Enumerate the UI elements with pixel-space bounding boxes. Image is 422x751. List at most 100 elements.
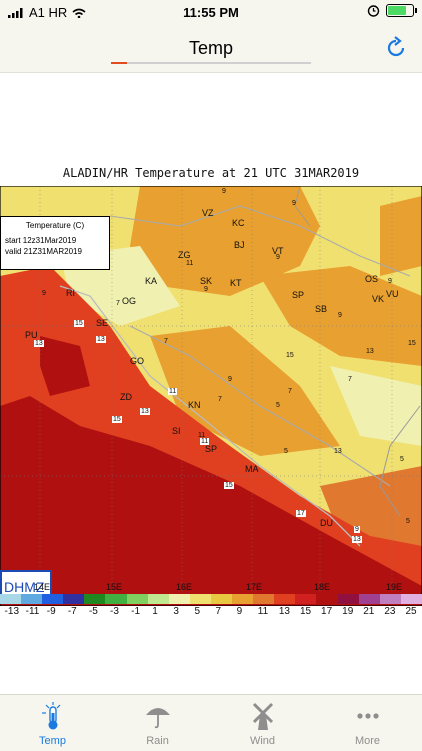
temp-value: 9 — [292, 200, 296, 207]
legend-color-swatch — [126, 594, 148, 604]
legend-color-swatch — [147, 594, 169, 604]
longitude-label: 18E — [314, 582, 331, 592]
legend-tick-label: 17 — [321, 606, 333, 617]
city-label: SB — [315, 304, 328, 314]
map-info-box: Temperature (C) start 12z31Mar2019 valid… — [0, 216, 110, 270]
city-label: OG — [122, 296, 137, 306]
umbrella-icon — [146, 708, 170, 729]
legend-color-swatch — [232, 594, 254, 604]
legend-color-swatch — [316, 594, 338, 604]
temp-value: 5 — [400, 456, 404, 463]
legend-tick-label: 23 — [384, 606, 396, 617]
legend-tick-label: 21 — [363, 606, 375, 617]
tab-temp[interactable]: Temp — [0, 695, 105, 751]
tab-label: Rain — [146, 735, 169, 747]
temp-value: 9 — [388, 278, 392, 285]
refresh-icon[interactable] — [384, 36, 408, 60]
legend-color-swatch — [274, 594, 296, 604]
temp-value: 9 — [276, 254, 280, 261]
city-label: VT — [272, 246, 284, 256]
city-label: RI — [66, 288, 75, 298]
battery-icon — [386, 4, 417, 17]
legend-color-swatch — [210, 594, 233, 604]
city-label: DU — [320, 518, 333, 528]
temp-value: 7 — [218, 396, 222, 403]
city-label: GO — [130, 356, 145, 366]
legend-color-swatch — [189, 594, 211, 604]
longitude-label: 16E — [176, 582, 193, 592]
wifi-icon — [72, 8, 86, 18]
legend-tick-label: 5 — [194, 606, 200, 617]
city-label: SI — [172, 426, 181, 436]
tab-label: Wind — [249, 735, 276, 747]
temp-value: 9 — [204, 286, 208, 293]
legend-color-swatch — [0, 594, 22, 604]
legend-tick-label: -11 — [25, 606, 40, 617]
legend-tick-label: 15 — [299, 606, 312, 617]
info-label: Temperature (C) — [25, 221, 85, 230]
thermometer-icon — [42, 702, 61, 730]
alarm-icon — [367, 5, 380, 17]
city-label: KC — [232, 218, 245, 228]
tab-wind[interactable]: Wind — [210, 695, 315, 751]
city-label: MA — [245, 464, 259, 474]
carrier-label: A1 HR — [29, 5, 68, 20]
temp-value: 9 — [338, 312, 342, 319]
color-legend-bar — [0, 594, 422, 604]
temp-value-boxed: 13 — [352, 536, 362, 543]
legend-color-swatch — [379, 594, 401, 604]
load-progress-bar — [111, 62, 311, 64]
legend-tick-label: -1 — [131, 606, 141, 617]
city-label: BJ — [234, 240, 245, 250]
city-label: KA — [145, 276, 158, 286]
legend-color-swatch — [105, 594, 127, 604]
temp-value: 15 — [286, 352, 294, 359]
temp-value-boxed: 11 — [200, 438, 210, 445]
legend-color-swatch — [337, 594, 359, 604]
legend-tick-label: -7 — [67, 606, 77, 617]
temp-value: 9 — [228, 376, 232, 383]
temp-value: 9 — [42, 290, 46, 297]
legend-tick-label: 11 — [257, 606, 269, 617]
tab-rain[interactable]: Rain — [105, 695, 210, 751]
city-label: SK — [200, 276, 213, 286]
forecast-map-area: ALADIN/HR Temperature at 21 UTC 31MAR201… — [0, 160, 422, 620]
navigation-bar: Temp — [0, 26, 422, 73]
signal-icon — [8, 7, 23, 18]
legend-tick-label: 1 — [152, 606, 158, 617]
city-label: ZG — [178, 250, 191, 260]
city-label: KT — [230, 278, 242, 288]
city-label: SP — [292, 290, 305, 300]
tab-label: Temp — [39, 735, 66, 747]
more-dots-icon — [357, 713, 379, 719]
legend-color-swatch — [84, 594, 106, 604]
carrier-group: A1 HR — [8, 5, 86, 20]
longitude-label: 14E — [34, 582, 51, 592]
temp-value: 7 — [116, 300, 120, 307]
temp-value: 5 — [284, 448, 288, 455]
city-label: OS — [365, 274, 379, 284]
temp-value: 11 — [186, 260, 194, 267]
legend-color-swatch — [295, 594, 317, 604]
temp-value: 7 — [288, 388, 292, 395]
status-time: 11:55 PM — [183, 5, 239, 20]
legend-tick-label: -3 — [110, 606, 119, 617]
legend-tick-label: -5 — [88, 606, 98, 617]
temp-value: 5 — [276, 402, 280, 409]
temp-value: 15 — [408, 340, 416, 347]
tab-more[interactable]: More — [315, 695, 420, 751]
temperature-map[interactable]: Temperature (C) start 12z31Mar2019 valid… — [0, 186, 422, 606]
city-label: VU — [386, 289, 399, 299]
info-start: start 12z31Mar2019 — [5, 236, 77, 245]
city-label: VK — [372, 294, 385, 304]
windmill-icon — [252, 702, 274, 730]
longitude-label: 17E — [246, 582, 263, 592]
city-label: KN — [188, 400, 201, 410]
temp-value-boxed: 11 — [168, 388, 178, 395]
color-legend-ticks: -13 -11 -9 -7 -5 -3 -1 1 3 5 7 9 11 13 15 17 19 21 23 25 — [0, 606, 422, 620]
city-label: VZ — [202, 208, 214, 218]
legend-tick-label: 13 — [278, 606, 290, 617]
temp-value-boxed: 13 — [140, 408, 150, 415]
temp-value: 7 — [348, 376, 352, 383]
temp-value-boxed: 15 — [224, 482, 234, 489]
